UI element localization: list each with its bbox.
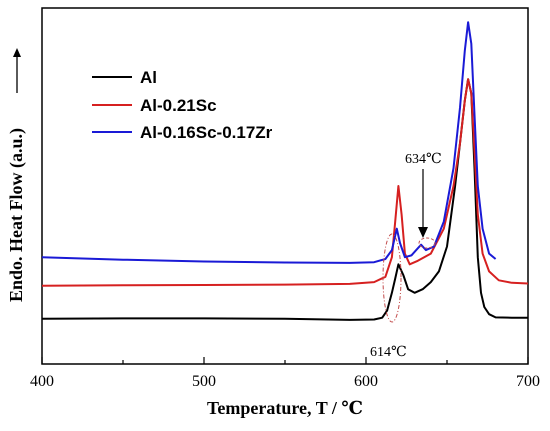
x-tick-label: 600 (354, 373, 378, 390)
annotation-634: 634℃ (405, 152, 442, 249)
annotation-634-label: 634℃ (405, 152, 442, 167)
x-tick-label: 500 (192, 373, 216, 390)
legend-label-al-sc-zr: Al-0.16Sc-0.17Zr (140, 123, 273, 142)
annotation-614-ellipse (382, 233, 402, 323)
x-tick-label: 400 (30, 373, 54, 390)
y-axis-title: Endo. Heat Flow (a.u.) (6, 128, 27, 302)
legend: Al Al-0.21Sc Al-0.16Sc-0.17Zr (92, 68, 273, 142)
annotation-614: 614℃ (370, 233, 407, 360)
series-line-0 (41, 78, 528, 321)
series-lines (41, 21, 529, 321)
annotation-614-label: 614℃ (370, 345, 407, 360)
annotation-634-arrowhead (418, 227, 428, 238)
annotation-634-ellipse (418, 237, 436, 249)
x-tick-label: 700 (516, 373, 540, 390)
series-line-2 (41, 21, 497, 264)
x-ticks: 400 500 600 700 (30, 357, 540, 390)
x-axis-title: Temperature, T / ℃ (207, 398, 363, 418)
y-axis-arrow-icon (13, 48, 21, 93)
legend-label-al: Al (140, 68, 157, 87)
series-line-1 (41, 78, 529, 287)
legend-label-al-sc: Al-0.21Sc (140, 96, 217, 115)
